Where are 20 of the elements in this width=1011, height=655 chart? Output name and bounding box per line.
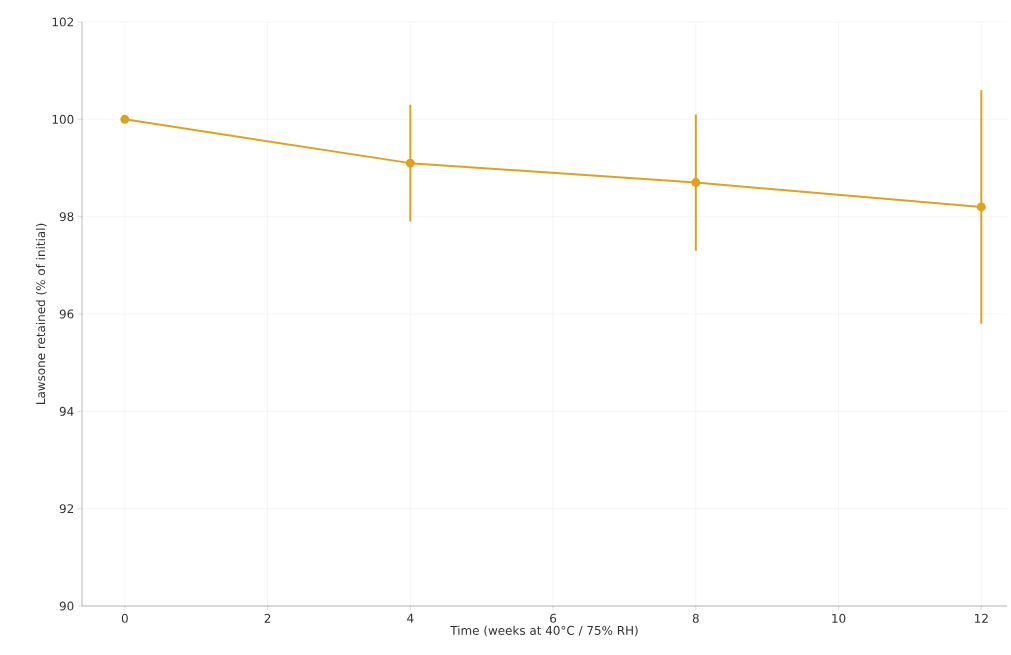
x-tick-label: 8 (692, 613, 699, 623)
x-tick-label: 6 (550, 613, 557, 623)
y-tick-label: 98 (59, 212, 74, 222)
y-tick-label: 94 (59, 406, 74, 416)
y-axis-title: Lawsone retained (% of initial) (35, 223, 47, 405)
y-tick-label: 90 (59, 601, 74, 611)
x-tick-label: 0 (121, 613, 128, 623)
y-tick-label: 102 (52, 17, 74, 27)
y-tick-label: 92 (59, 504, 74, 514)
x-tick-label: 10 (832, 613, 846, 623)
x-tick-label: 4 (407, 613, 414, 623)
point (405, 158, 415, 168)
point (976, 202, 986, 212)
point (120, 114, 130, 124)
x-tick-label: 12 (975, 613, 988, 623)
point (691, 178, 701, 188)
y-tick-label: 100 (52, 114, 74, 124)
y-tick-label: 96 (59, 309, 74, 319)
x-tick-label: 2 (264, 613, 271, 623)
x-axis-title: Time (weeks at 40°C / 75% RH) (450, 625, 638, 637)
